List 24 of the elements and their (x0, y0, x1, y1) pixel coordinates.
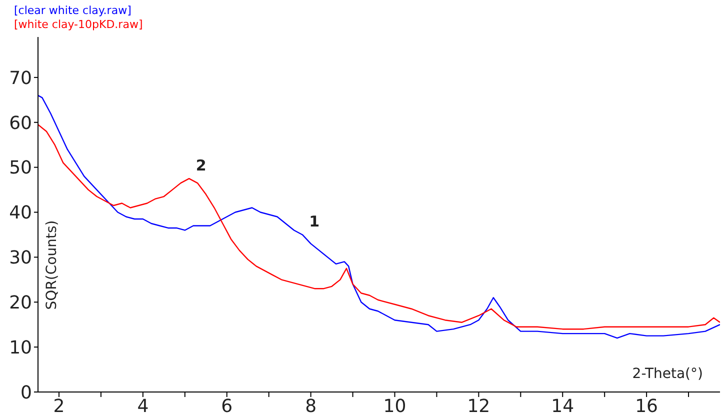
y-tick-label: 10 (9, 337, 32, 358)
y-axis-title: SQR(Counts) (44, 219, 60, 312)
x-tick-label: 12 (467, 396, 490, 417)
x-tick-label: 8 (305, 396, 317, 417)
annotation: 2 (196, 156, 206, 175)
y-tick-label: 20 (9, 292, 32, 314)
x-tick-label: 10 (383, 396, 406, 417)
y-tick-label: 0 (20, 382, 32, 404)
y-tick-label: 30 (9, 248, 32, 269)
x-tick-label: 14 (551, 396, 574, 417)
x-tick-label: 4 (137, 396, 149, 417)
annotation: 1 (309, 212, 320, 231)
y-tick-label: 50 (9, 158, 32, 179)
y-tick-label: 40 (9, 202, 32, 224)
y-tick-label: 60 (9, 112, 32, 134)
line-series (38, 94, 720, 339)
y-tick-label: 70 (9, 68, 32, 89)
text: [clear white clay.raw] (14, 4, 132, 18)
x-tick-label: 6 (221, 396, 233, 417)
text: [white clay-10pKD.raw] (14, 18, 143, 32)
line-series (38, 124, 720, 330)
x-axis-title: 2-Theta(°) (632, 366, 703, 382)
x-tick-label: 16 (635, 396, 658, 417)
x-tick-label: 2 (53, 396, 65, 417)
